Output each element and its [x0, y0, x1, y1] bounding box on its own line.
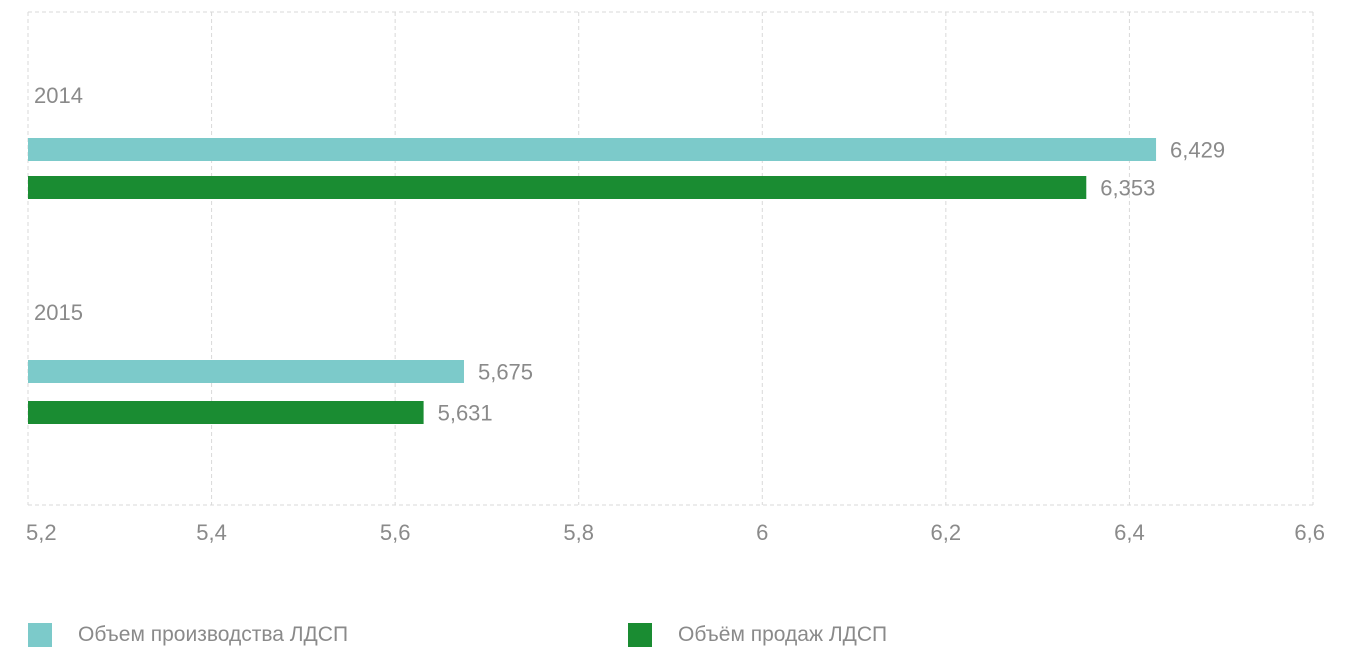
x-axis-ticks: 5,2 5,4 5,6 5,8 6 6,2 6,4 6,6: [26, 520, 1325, 545]
legend: Объем производства ЛДСП Объём продаж ЛДС…: [28, 622, 1328, 648]
legend-label-sales: Объём продаж ЛДСП: [678, 623, 888, 646]
grid-lines: [27, 11, 1314, 506]
data-label: 6,429: [1170, 138, 1225, 163]
x-tick-label: 6,2: [931, 520, 962, 545]
data-label: 5,675: [478, 360, 533, 385]
x-tick-label: 6,4: [1114, 520, 1145, 545]
legend-label-production: Объем производства ЛДСП: [78, 623, 349, 646]
legend-item-production: Объем производства ЛДСП: [28, 622, 348, 648]
data-label: 6,353: [1100, 176, 1155, 201]
bar: [28, 401, 424, 424]
x-tick-label: 5,4: [196, 520, 227, 545]
legend-item-sales: Объём продаж ЛДСП: [628, 622, 887, 648]
x-tick-label: 5,6: [380, 520, 411, 545]
category-label: 2014: [34, 83, 83, 108]
category-groups: 2014 2015: [34, 83, 83, 325]
bar: [28, 360, 464, 383]
category-label: 2015: [34, 300, 83, 325]
bar: [28, 138, 1157, 161]
x-tick-label: 6,6: [1294, 520, 1325, 545]
bars: [28, 138, 1157, 424]
data-label: 5,631: [438, 401, 493, 426]
x-tick-label: 5,8: [563, 520, 594, 545]
bar: [28, 176, 1087, 199]
value-labels: 6,429 6,353 5,675 5,631: [438, 138, 1226, 426]
x-tick-label: 5,2: [26, 520, 57, 545]
legend-swatch-production: [28, 623, 52, 647]
x-tick-label: 6: [756, 520, 768, 545]
legend-swatch-sales: [628, 623, 652, 647]
